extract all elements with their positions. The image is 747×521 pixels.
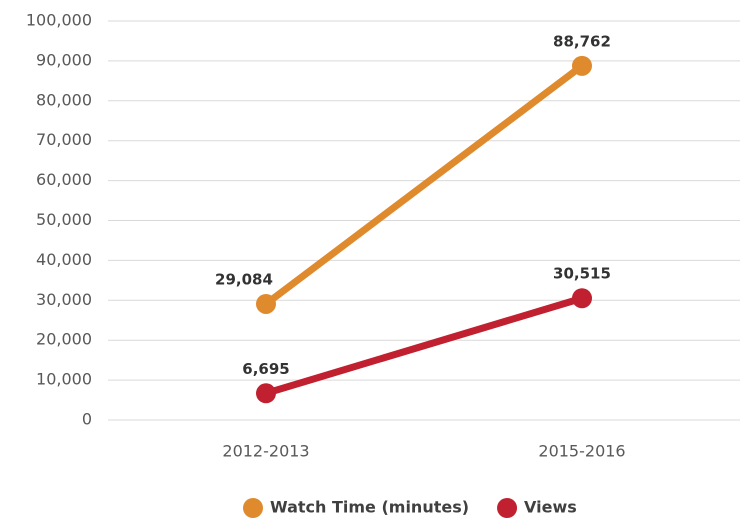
x-tick-label: 2012-2013 [222, 442, 309, 461]
y-tick-label: 10,000 [36, 370, 92, 389]
data-label: 30,515 [553, 265, 611, 283]
data-label: 88,762 [553, 32, 611, 50]
legend-marker [497, 498, 518, 518]
data-label: 29,084 [215, 270, 273, 288]
point [572, 288, 592, 309]
y-tick-label: 90,000 [36, 50, 92, 69]
data-label: 6,695 [242, 360, 289, 378]
y-tick-label: 20,000 [36, 330, 92, 349]
y-tick-label: 60,000 [36, 170, 92, 189]
legend-label: Watch Time (minutes) [270, 498, 469, 517]
legend-label: Views [524, 498, 577, 517]
series-line [262, 62, 586, 308]
y-tick-label: 40,000 [36, 250, 92, 269]
y-tick-label: 80,000 [36, 90, 92, 109]
y-tick-label: 0 [82, 410, 92, 429]
x-tick-label: 2015-2016 [538, 442, 625, 461]
point [256, 293, 276, 314]
y-tick-label: 100,000 [26, 11, 92, 30]
point [572, 55, 592, 76]
y-tick-label: 30,000 [36, 290, 92, 309]
series-line [262, 294, 586, 397]
point [256, 383, 276, 404]
y-tick-label: 70,000 [36, 130, 92, 149]
y-tick-label: 50,000 [36, 210, 92, 229]
legend-marker [243, 498, 263, 518]
